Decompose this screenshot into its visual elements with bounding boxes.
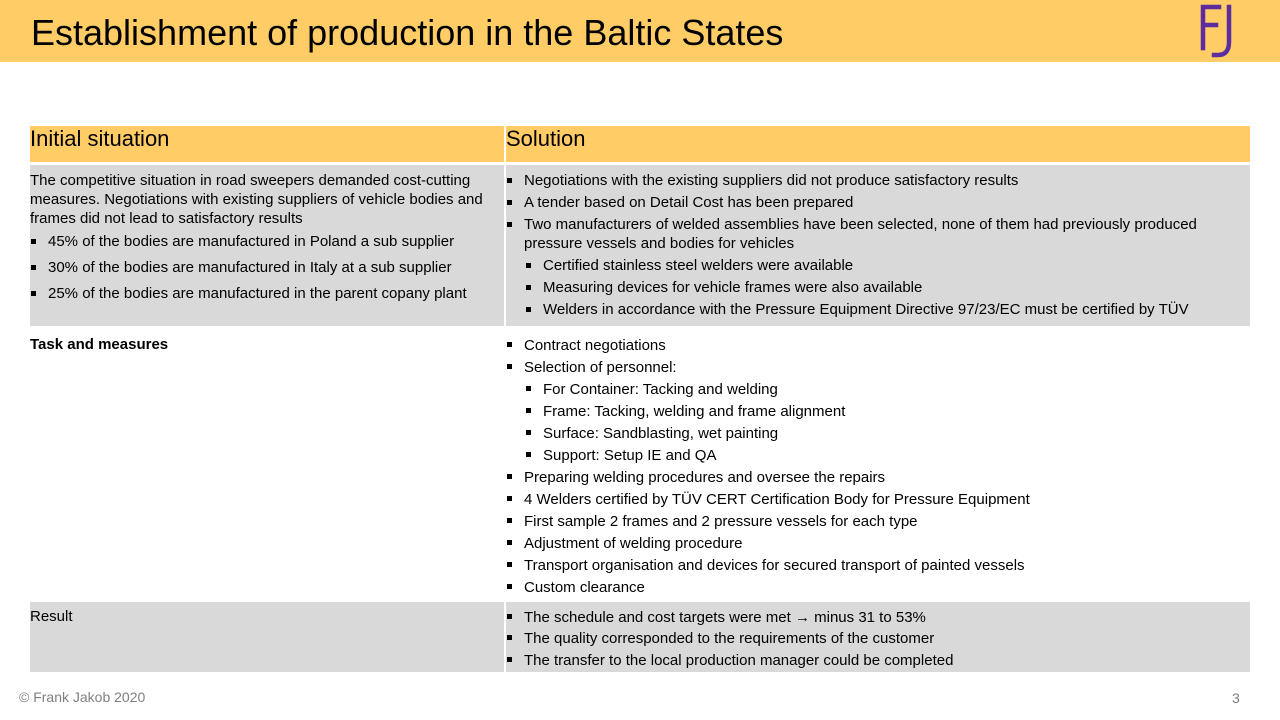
row-initial: The competitive situation in road sweepe…: [30, 161, 1250, 327]
list-item: Measuring devices for vehicle frames wer…: [524, 278, 1250, 297]
list-item: Welders in accordance with the Pressure …: [524, 300, 1250, 319]
row-task: Task and measures Contract negotiations …: [30, 325, 1250, 600]
list-item: A tender based on Detail Cost has been p…: [506, 193, 1250, 212]
list-item: Support: Setup IE and QA: [524, 445, 1250, 467]
fj-logo: FJ: [1200, 4, 1232, 58]
initial-bullets: 45% of the bodies are manufactured in Po…: [30, 232, 504, 303]
list-item: The transfer to the local production man…: [506, 650, 1250, 672]
page-number: 3: [1232, 690, 1240, 706]
list-item: Selection of personnel: For Container: T…: [506, 357, 1250, 467]
list-item: Negotiations with the existing suppliers…: [506, 171, 1250, 190]
list-item: The schedule and cost targets were met →…: [506, 607, 1250, 629]
list-item: Transport organisation and devices for s…: [506, 555, 1250, 577]
list-item: The quality corresponded to the requirem…: [506, 628, 1250, 650]
solution-bullets: Negotiations with the existing suppliers…: [506, 171, 1250, 319]
header-solution: Solution: [504, 126, 1250, 163]
list-item: Preparing welding procedures and oversee…: [506, 467, 1250, 489]
list-item: 25% of the bodies are manufactured in th…: [30, 284, 504, 303]
result-label: Result: [30, 598, 505, 672]
list-item: 30% of the bodies are manufactured in It…: [30, 258, 504, 277]
list-item: Adjustment of welding procedure: [506, 533, 1250, 555]
list-item-text: Selection of personnel:: [524, 358, 677, 376]
list-item: For Container: Tacking and welding: [524, 379, 1250, 401]
page-title: Establishment of production in the Balti…: [31, 12, 784, 53]
result-bullets: The schedule and cost targets were met →…: [506, 607, 1250, 672]
solution-sub-bullets: Certified stainless steel welders were a…: [524, 256, 1250, 319]
list-item: Two manufacturers of welded assemblies h…: [506, 215, 1250, 319]
title-bar: Establishment of production in the Balti…: [0, 0, 1280, 62]
list-item: Certified stainless steel welders were a…: [524, 256, 1250, 275]
list-item: First sample 2 frames and 2 pressure ves…: [506, 511, 1250, 533]
row-result: Result The schedule and cost targets wer…: [30, 598, 1250, 672]
list-item-text: Two manufacturers of welded assemblies h…: [524, 215, 1197, 252]
list-item: Contract negotiations: [506, 335, 1250, 357]
task-sub-bullets: For Container: Tacking and welding Frame…: [524, 379, 1250, 467]
task-label: Task and measures: [30, 325, 505, 600]
header-initial-situation: Initial situation: [30, 126, 505, 163]
list-item: Surface: Sandblasting, wet painting: [524, 423, 1250, 445]
content-table: Initial situation Solution The competiti…: [30, 126, 1250, 672]
initial-intro: The competitive situation in road sweepe…: [30, 171, 483, 227]
list-item: Frame: Tacking, welding and frame alignm…: [524, 401, 1250, 423]
list-item: 45% of the bodies are manufactured in Po…: [30, 232, 504, 251]
list-item: Custom clearance: [506, 577, 1250, 599]
list-item: 4 Welders certified by TÜV CERT Certific…: [506, 489, 1250, 511]
copyright: © Frank Jakob 2020: [19, 689, 146, 705]
task-bullets: Contract negotiations Selection of perso…: [506, 335, 1250, 599]
